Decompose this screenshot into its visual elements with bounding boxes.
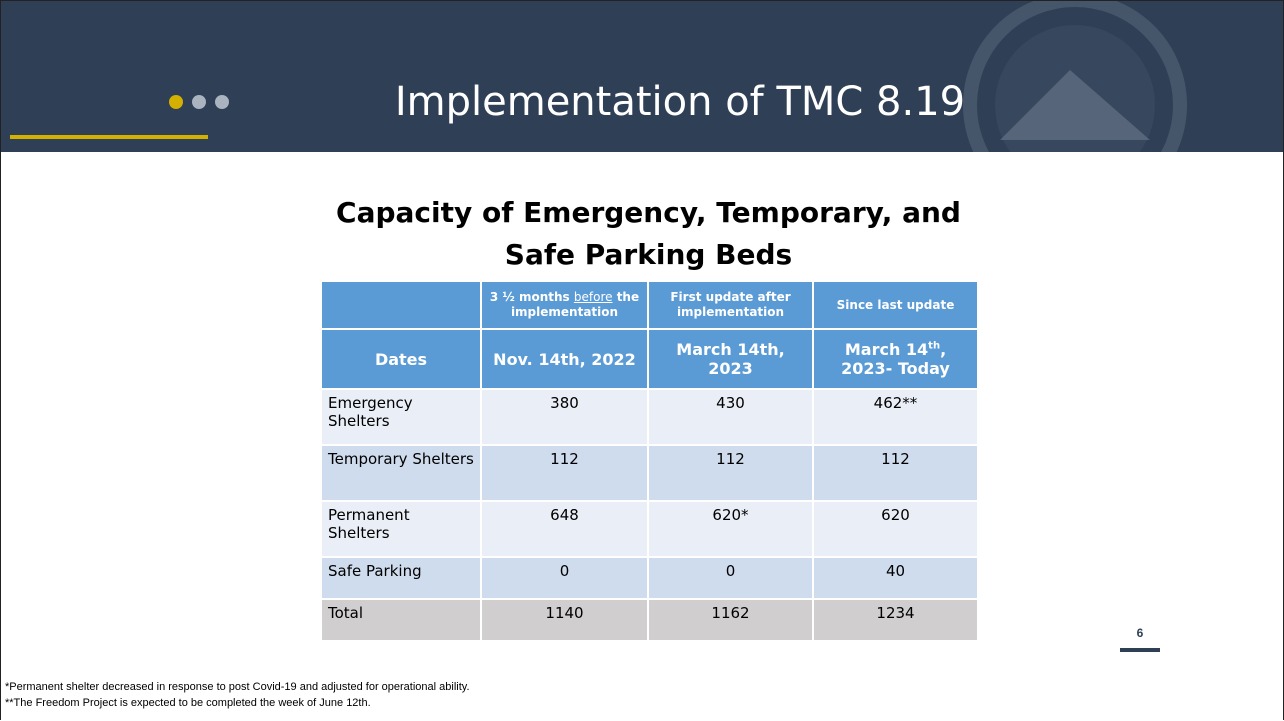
decor (10, 0, 1187, 152)
cell: Emergency Shelters (320, 388, 482, 446)
row: Total 1140 1162 1234 (320, 598, 979, 642)
text: 3 ½ months (489, 290, 574, 304)
cell: March 14th, 2023 (647, 328, 814, 390)
cell (320, 280, 482, 330)
cell: 112 (647, 444, 814, 502)
cell: 380 (480, 388, 649, 446)
row: Safe Parking 0 0 40 (320, 556, 979, 600)
table: 3 ½ months before the implementation Fir… (320, 280, 979, 642)
page-number: 6 (1136, 626, 1144, 640)
dot (215, 95, 229, 109)
seal-mountain (1000, 70, 1150, 140)
cell: Total (320, 598, 482, 642)
cell: 112 (812, 444, 979, 502)
cell: 1162 (647, 598, 814, 642)
dot (192, 95, 206, 109)
cell: 3 ½ months before the implementation (480, 280, 649, 330)
cell: 620 (812, 500, 979, 558)
cell: 40 (812, 556, 979, 600)
row: Emergency Shelters 380 430 462** (320, 388, 979, 446)
table-title: Capacity of Emergency, Temporary, and Sa… (336, 196, 961, 271)
seal (963, 0, 1187, 152)
page-line (1120, 648, 1160, 652)
row: Permanent Shelters 648 620* 620 (320, 500, 979, 558)
cell: 1234 (812, 598, 979, 642)
note-row: 3 ½ months before the implementation Fir… (320, 280, 979, 330)
header-row: Dates Nov. 14th, 2022 March 14th, 2023 M… (320, 328, 979, 390)
cell: Since last update (812, 280, 979, 330)
footnote: *Permanent shelter decreased in response… (5, 681, 470, 693)
dot (169, 95, 183, 109)
footnote: **The Freedom Project is expected to be … (5, 697, 371, 709)
cell: Nov. 14th, 2022 (480, 328, 649, 390)
text: th (928, 340, 941, 352)
text: before (573, 290, 613, 304)
slide-title: Implementation of TMC 8.19 (394, 79, 966, 125)
cell: 112 (480, 444, 649, 502)
cell: 648 (480, 500, 649, 558)
cell: First update after implementation (647, 280, 814, 330)
text: the implementation (510, 290, 640, 319)
cell: Safe Parking (320, 556, 482, 600)
accent-line (10, 135, 208, 139)
cell: Dates (320, 328, 482, 390)
cell: 462** (812, 388, 979, 446)
cell: Temporary Shelters (320, 444, 482, 502)
cell: 430 (647, 388, 814, 446)
cell: Permanent Shelters (320, 500, 482, 558)
row: Temporary Shelters 112 112 112 (320, 444, 979, 502)
cell: 620* (647, 500, 814, 558)
cell: March 14th, 2023- Today (812, 328, 979, 390)
text: March 14 (844, 340, 929, 359)
cell: 0 (647, 556, 814, 600)
text: , 2023- Today (841, 340, 950, 378)
cell: 0 (480, 556, 649, 600)
cell: 1140 (480, 598, 649, 642)
